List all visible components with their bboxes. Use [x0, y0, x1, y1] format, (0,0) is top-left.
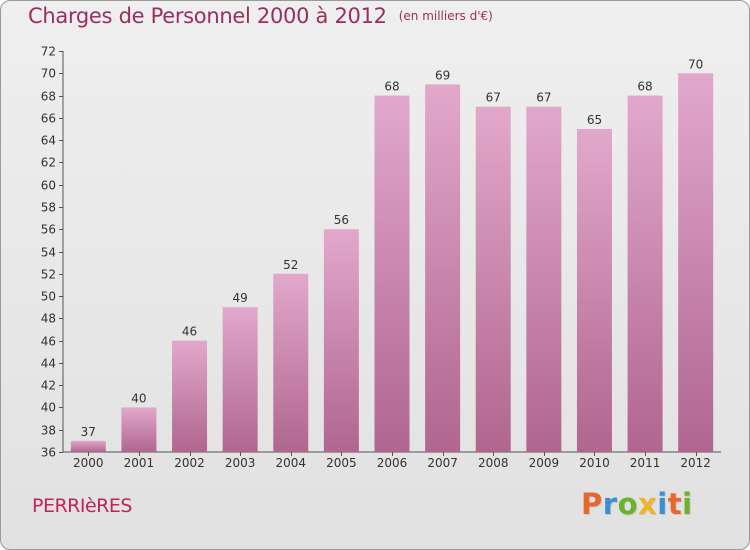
x-tick-label: 2001: [124, 456, 155, 470]
y-tick-label: 36: [41, 446, 56, 460]
brand-letter: r: [602, 487, 618, 521]
chart-title-text: Charges de Personnel 2000 à 2012: [28, 4, 387, 28]
y-tick-label: 72: [41, 45, 56, 59]
x-tick-label: 2005: [326, 456, 357, 470]
x-tick-label: 2011: [630, 456, 661, 470]
y-tick-label: 64: [41, 134, 56, 148]
x-tick-label: 2012: [680, 456, 711, 470]
bar: [374, 95, 410, 453]
y-tick-label: 38: [41, 424, 56, 438]
data-label: 37: [81, 425, 96, 439]
y-tick-label: 58: [41, 201, 56, 215]
bar: [323, 229, 359, 452]
bar: [526, 106, 562, 452]
bar: [121, 407, 157, 452]
x-tick-label: 2004: [275, 456, 306, 470]
brand-letter: t: [667, 487, 683, 521]
bar: [576, 128, 612, 452]
y-tick-label: 62: [41, 156, 56, 170]
data-label: 52: [283, 258, 298, 272]
bar: [425, 84, 461, 453]
x-tick-label: 2002: [174, 456, 205, 470]
data-label: 70: [688, 57, 703, 71]
y-tick-label: 68: [41, 90, 56, 104]
brand-letter: i: [682, 487, 693, 521]
y-tick-label: 66: [41, 112, 56, 126]
data-label: 49: [233, 291, 248, 305]
y-tick-label: 46: [41, 335, 56, 349]
bar: [172, 340, 208, 452]
bar: [627, 95, 663, 453]
data-label: 68: [384, 80, 399, 94]
bar: [70, 440, 106, 452]
bar: [273, 273, 309, 452]
y-tick-label: 50: [41, 290, 56, 304]
chart-title: Charges de Personnel 2000 à 2012 (en mill…: [28, 4, 493, 28]
x-tick-label: 2009: [529, 456, 560, 470]
brand-letter: P: [581, 487, 603, 521]
brand-letter: o: [617, 487, 639, 521]
data-label: 46: [182, 325, 197, 339]
y-tick-label: 56: [41, 223, 56, 237]
data-label: 67: [486, 91, 501, 105]
data-label: 69: [435, 68, 450, 82]
y-tick-label: 54: [41, 246, 56, 260]
x-tick-label: 2000: [73, 456, 104, 470]
data-label: 68: [637, 80, 652, 94]
y-tick-label: 42: [41, 379, 56, 393]
x-tick-label: 2010: [579, 456, 610, 470]
data-label: 56: [334, 213, 349, 227]
data-label: 65: [587, 113, 602, 127]
proxiti-logo[interactable]: Proxiti: [581, 487, 693, 521]
bar: [222, 307, 258, 452]
y-tick-label: 70: [41, 67, 56, 81]
brand-letter: i: [657, 487, 668, 521]
data-label: 67: [536, 91, 551, 105]
x-tick-label: 2003: [225, 456, 256, 470]
bar: [475, 106, 511, 452]
y-tick-label: 44: [41, 357, 56, 371]
x-tick-label: 2007: [427, 456, 458, 470]
chart-subtitle: (en milliers d'€): [398, 9, 493, 23]
x-tick-label: 2008: [478, 456, 509, 470]
y-tick-label: 48: [41, 312, 56, 326]
y-tick-label: 52: [41, 268, 56, 282]
x-tick-label: 2006: [377, 456, 408, 470]
brand-letter: x: [638, 487, 658, 521]
data-label: 40: [131, 391, 146, 405]
y-tick-label: 60: [41, 179, 56, 193]
place-name: PERRIèRES: [32, 495, 132, 517]
y-tick-label: 40: [41, 401, 56, 415]
bar: [678, 73, 714, 453]
